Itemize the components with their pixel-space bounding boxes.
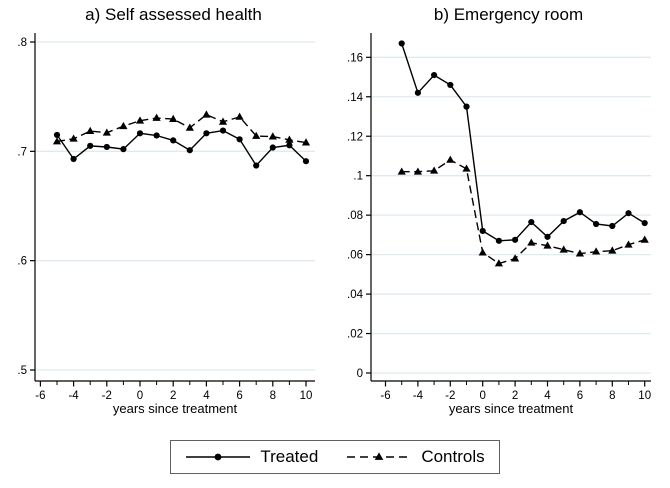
svg-text:0: 0 bbox=[137, 390, 143, 402]
svg-text:years since treatment: years since treatment bbox=[113, 401, 238, 416]
legend-entry-controls: Controls bbox=[346, 441, 485, 473]
svg-text:-6: -6 bbox=[380, 390, 390, 402]
svg-text:years since treatment: years since treatment bbox=[449, 401, 574, 416]
legend-box: Treated Controls bbox=[170, 440, 500, 474]
svg-text:0: 0 bbox=[479, 390, 485, 402]
legend-label-controls: Controls bbox=[421, 447, 485, 466]
svg-text:2: 2 bbox=[170, 390, 176, 402]
svg-text:.7: .7 bbox=[17, 146, 27, 158]
legend-label-treated: Treated bbox=[260, 447, 319, 466]
svg-text:10: 10 bbox=[300, 390, 313, 402]
svg-text:.5: .5 bbox=[17, 365, 27, 377]
svg-text:.1: .1 bbox=[353, 171, 363, 183]
svg-text:6: 6 bbox=[236, 390, 242, 402]
treated-solid-line-circle-icon bbox=[186, 453, 251, 461]
svg-text:.12: .12 bbox=[347, 131, 363, 143]
svg-text:.08: .08 bbox=[347, 210, 363, 222]
svg-text:.16: .16 bbox=[347, 52, 363, 64]
svg-text:-4: -4 bbox=[413, 390, 424, 402]
svg-text:.8: .8 bbox=[17, 37, 27, 49]
svg-text:10: 10 bbox=[638, 390, 651, 402]
svg-text:-4: -4 bbox=[68, 390, 79, 402]
svg-text:0: 0 bbox=[357, 368, 363, 380]
svg-text:4: 4 bbox=[544, 390, 551, 402]
svg-text:8: 8 bbox=[270, 390, 276, 402]
svg-text:-6: -6 bbox=[35, 390, 45, 402]
panels-row: a) Self assessed health .5 .6 .7 .8 -6 -4 -2 0 2… bbox=[0, 0, 670, 423]
svg-text:.6: .6 bbox=[17, 256, 27, 268]
legend: Treated Controls bbox=[0, 440, 670, 474]
svg-text:-2: -2 bbox=[445, 390, 455, 402]
panel-b-title: b) Emergency room bbox=[433, 5, 584, 24]
svg-text:.06: .06 bbox=[347, 250, 363, 262]
panel-a-title: a) Self assessed health bbox=[85, 5, 262, 24]
svg-text:2: 2 bbox=[512, 390, 518, 402]
svg-text:.04: .04 bbox=[347, 289, 364, 301]
svg-text:.02: .02 bbox=[347, 329, 363, 341]
svg-text:6: 6 bbox=[577, 390, 583, 402]
controls-dashed-line-triangle-icon bbox=[347, 452, 412, 460]
panel-emergency-room: b) Emergency room 0 .02 .04 .06 .08 .1 .12 .14.… bbox=[335, 0, 670, 423]
panel-self-assessed-health: a) Self assessed health .5 .6 .7 .8 -6 -4 -2 0 2… bbox=[0, 0, 335, 423]
svg-text:.14: .14 bbox=[347, 92, 364, 104]
panel-a-plot: .5 .6 .7 .8 -6 -4 -2 0 2 4 6 8 10 years since treatme… bbox=[17, 33, 315, 416]
svg-text:8: 8 bbox=[609, 390, 615, 402]
legend-entry-treated: Treated bbox=[185, 441, 318, 473]
panel-b-plot: 0 .02 .04 .06 .08 .1 .12 .14 .16 -6 -4 -2 0 2 4 6 8 10 yea… bbox=[347, 33, 651, 416]
svg-text:-2: -2 bbox=[102, 390, 112, 402]
svg-text:4: 4 bbox=[203, 390, 210, 402]
